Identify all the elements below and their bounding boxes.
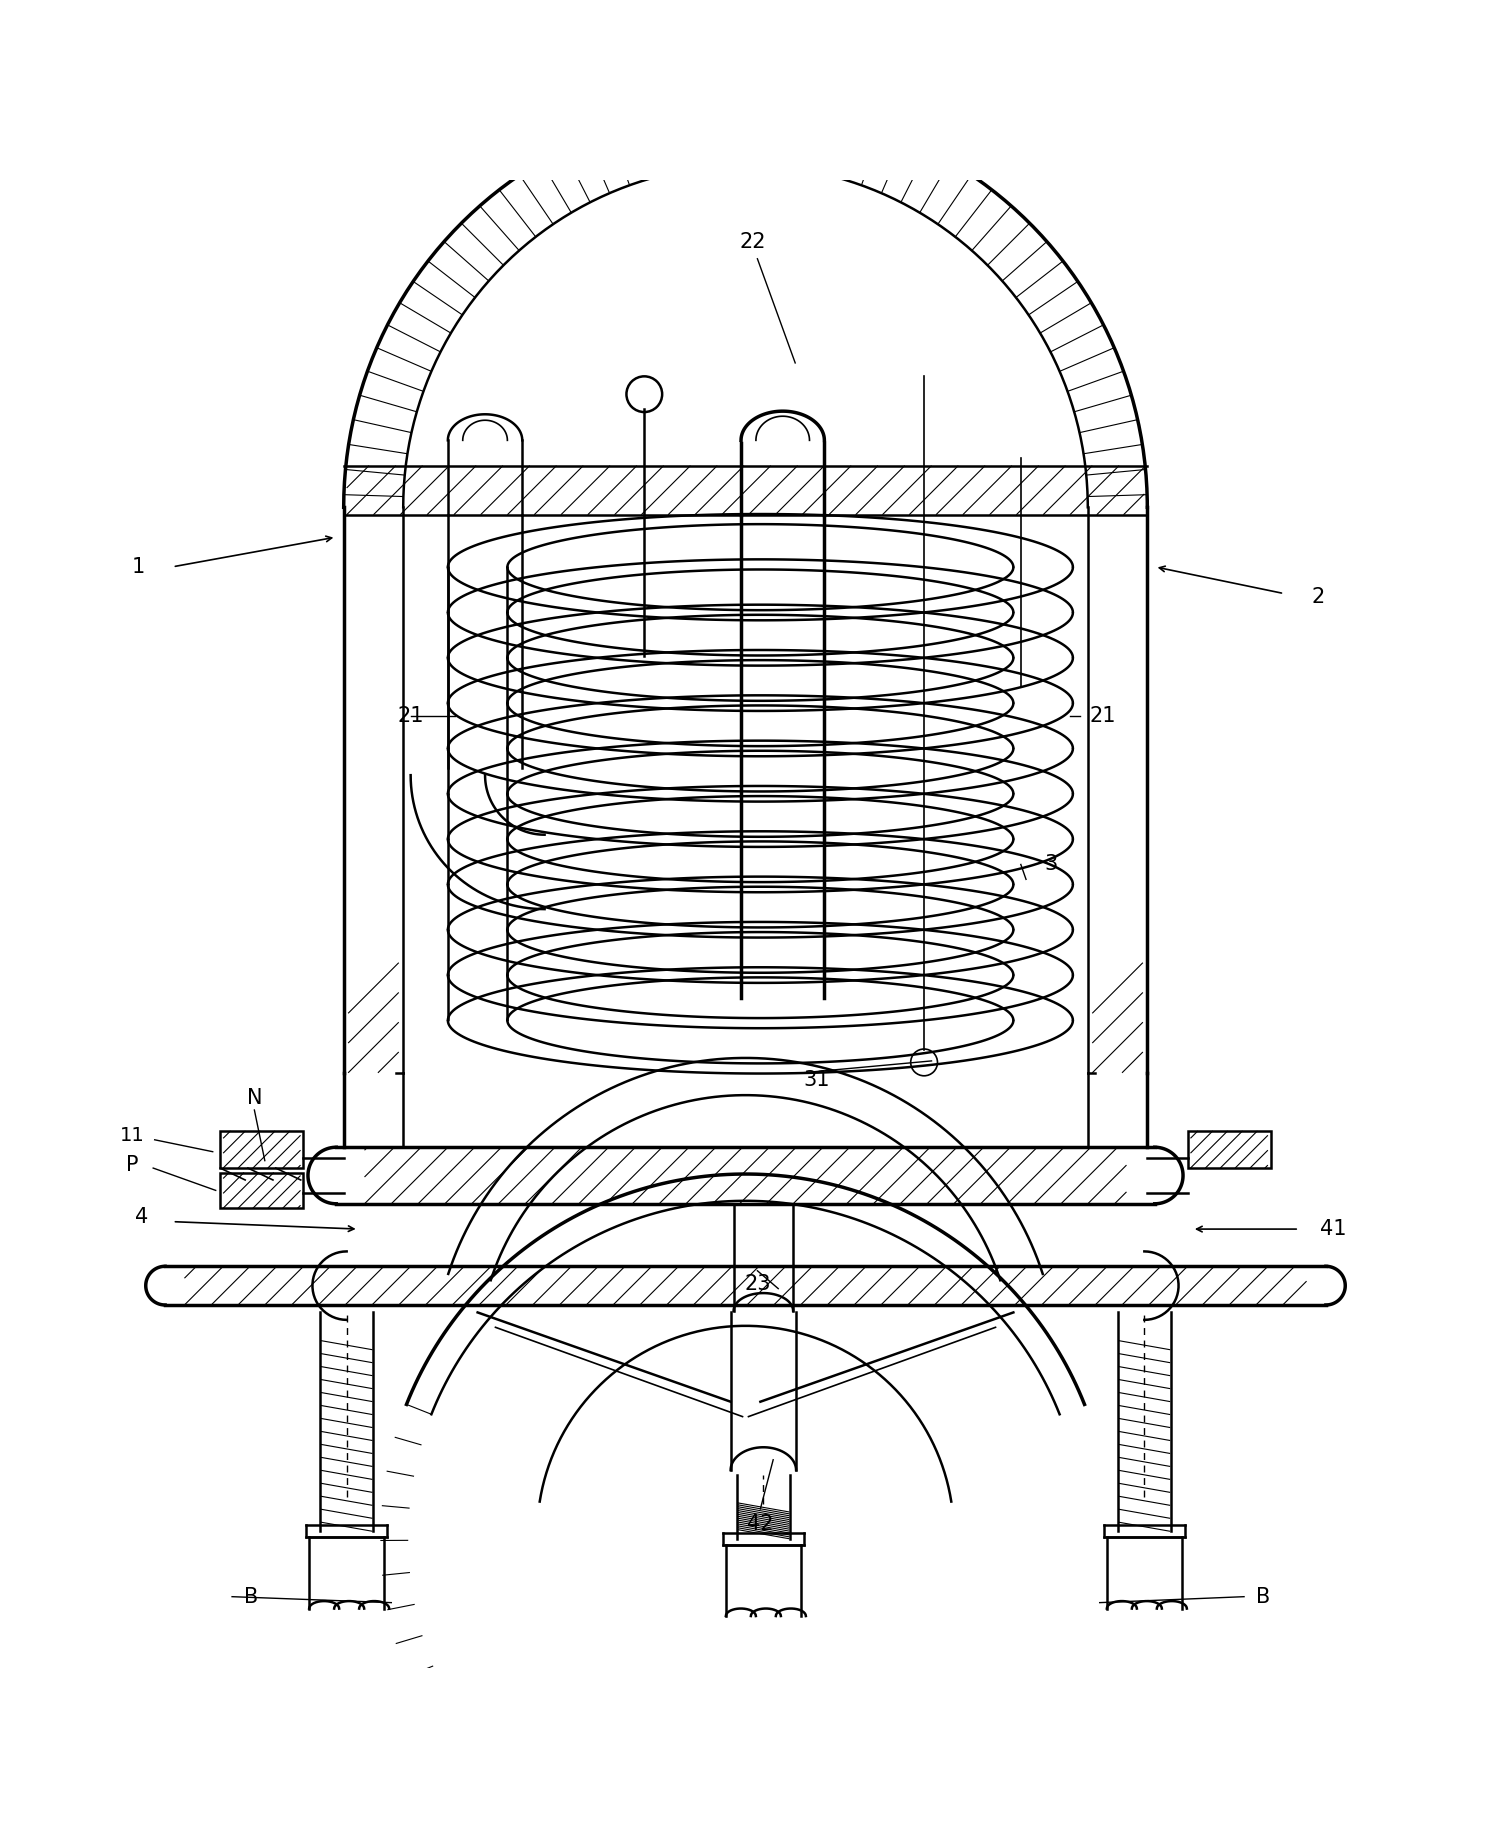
- Text: B: B: [245, 1587, 258, 1606]
- Text: N: N: [246, 1088, 262, 1109]
- Text: 11: 11: [119, 1125, 145, 1144]
- Text: 23: 23: [744, 1273, 771, 1294]
- Text: 1: 1: [131, 556, 145, 577]
- Text: 22: 22: [740, 233, 766, 253]
- Bar: [221, 1172, 304, 1209]
- Text: 42: 42: [747, 1514, 774, 1534]
- Text: 21: 21: [398, 706, 423, 726]
- Text: 4: 4: [134, 1207, 148, 1227]
- Text: 3: 3: [1044, 854, 1057, 874]
- Text: 2: 2: [1312, 586, 1325, 606]
- Bar: [221, 1131, 304, 1168]
- Bar: [1187, 1131, 1270, 1168]
- Text: P: P: [127, 1155, 139, 1175]
- Text: 41: 41: [1320, 1220, 1346, 1240]
- Text: B: B: [1257, 1587, 1270, 1606]
- Text: 21: 21: [1090, 706, 1115, 726]
- Text: 31: 31: [804, 1070, 830, 1090]
